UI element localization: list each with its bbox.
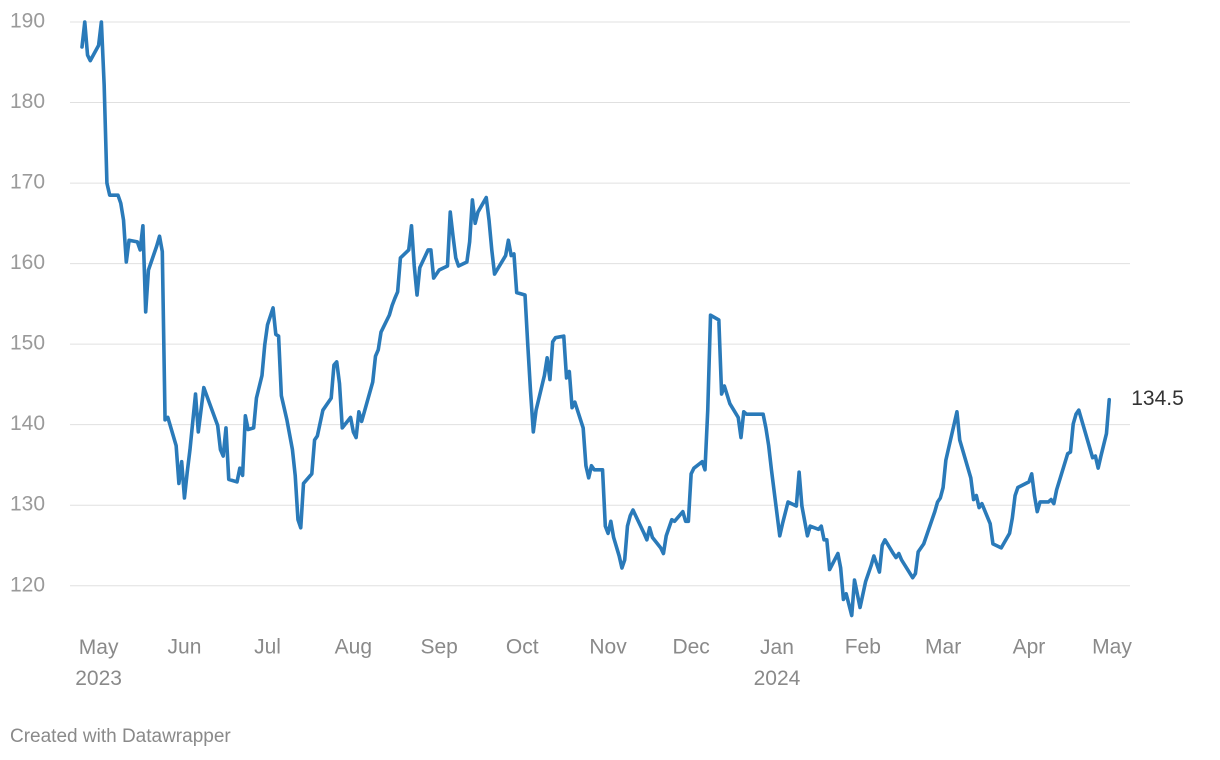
line bbox=[80, 20, 1112, 618]
x-tick-label: Apr bbox=[1013, 636, 1046, 659]
y-tick-label: 190 bbox=[10, 10, 45, 33]
y-tick-label: 140 bbox=[10, 412, 45, 435]
y-tick-label: 180 bbox=[10, 90, 45, 113]
y-tick-label: 170 bbox=[10, 171, 45, 194]
credit: Created with Datawrapper bbox=[10, 726, 231, 747]
x-tick-label: May bbox=[1092, 636, 1132, 659]
x-tick-label: Mar bbox=[925, 636, 961, 659]
x-tick-label: Dec bbox=[672, 636, 709, 659]
y-tick-label: 120 bbox=[10, 573, 45, 596]
x-tick-label: Jun bbox=[168, 636, 202, 659]
annotation: 134.5 bbox=[1131, 387, 1184, 410]
x-tick-label: Aug bbox=[335, 636, 372, 659]
x-tick-label: May 2023 bbox=[75, 636, 122, 690]
x-tick-label: Sep bbox=[420, 636, 457, 659]
y-tick-label: 160 bbox=[10, 251, 45, 274]
x-tick-label: Oct bbox=[506, 636, 539, 659]
x-tick-label: Feb bbox=[845, 636, 881, 659]
x-tick-label: Jan 2024 bbox=[754, 636, 801, 690]
y-tick-label: 130 bbox=[10, 493, 45, 516]
y-tick-label: 150 bbox=[10, 332, 45, 355]
x-tick-label: Nov bbox=[589, 636, 627, 659]
x-tick-label: Jul bbox=[254, 636, 281, 659]
